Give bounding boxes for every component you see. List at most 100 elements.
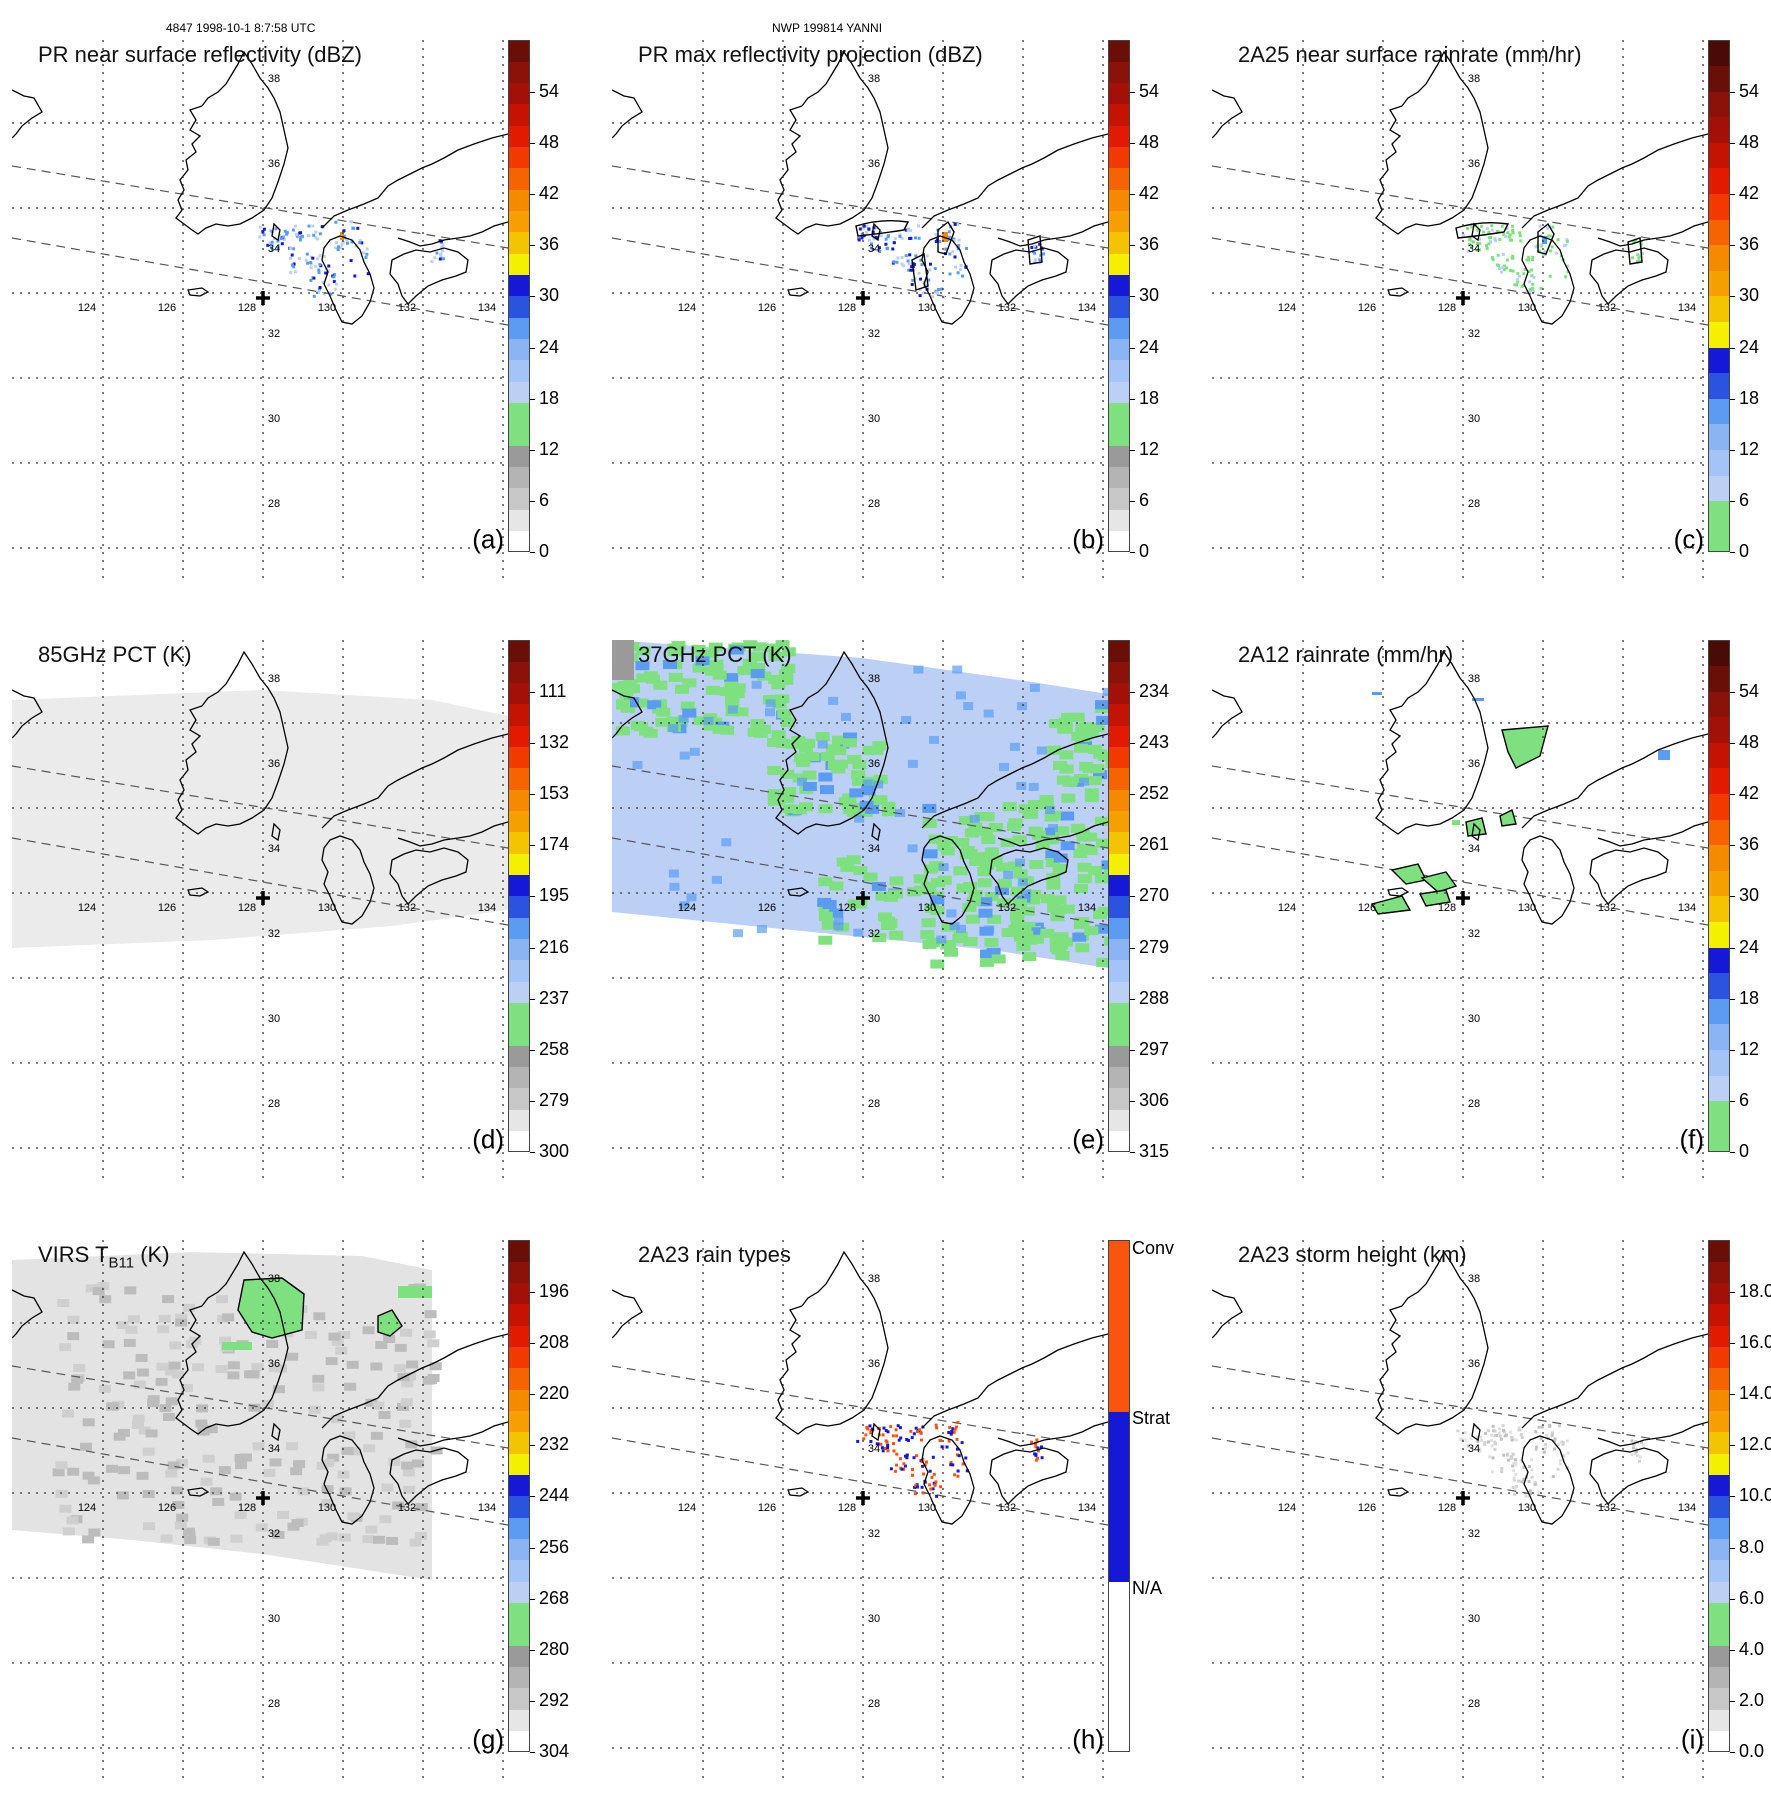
lat-tick-label: 30 bbox=[268, 413, 280, 425]
colorbar-segment bbox=[1108, 853, 1130, 876]
colorbar-segment bbox=[1708, 691, 1730, 718]
colorbar-tick bbox=[1130, 449, 1135, 451]
colorbar-segment bbox=[1708, 244, 1730, 271]
colorbar-segment bbox=[508, 1517, 530, 1540]
map-canvas: 124 126 128 130 132 134 38 36 34 32 30 28 bbox=[612, 640, 1108, 1180]
lat-tick-label: 36 bbox=[1468, 158, 1480, 170]
colorbar-tick bbox=[530, 1649, 535, 1651]
lat-tick-label: 34 bbox=[868, 243, 880, 255]
lat-tick-label: 38 bbox=[1468, 673, 1480, 685]
colorbar-segment bbox=[1708, 142, 1730, 169]
colorbar-segment bbox=[1108, 424, 1130, 446]
colorbar-segment bbox=[508, 810, 530, 833]
storm-center-cross-icon bbox=[856, 291, 870, 305]
colorbar-tick bbox=[1130, 194, 1135, 196]
colorbar-segment bbox=[1708, 716, 1730, 743]
colorbar-segment bbox=[508, 1304, 530, 1326]
colorbar-segment bbox=[508, 640, 530, 662]
colorbar-segment bbox=[1708, 270, 1730, 297]
colorbar-tick bbox=[1730, 1700, 1735, 1702]
lon-tick-label: 130 bbox=[918, 302, 936, 314]
map-panel-h: 124 126 128 130 132 134 38 36 34 32 30 28 2A23 rain … bbox=[612, 1238, 1192, 1806]
colorbar-segment bbox=[508, 746, 530, 769]
colorbar-tick bbox=[1130, 92, 1135, 93]
coastline bbox=[612, 650, 1108, 925]
colorbar-label: 42 bbox=[1139, 183, 1160, 204]
lon-tick-label: 124 bbox=[1278, 902, 1296, 914]
coastline bbox=[1212, 1250, 1708, 1525]
colorbar-label: 270 bbox=[1139, 885, 1170, 906]
colorbar-label: 244 bbox=[539, 1485, 570, 1506]
colorbar-label: 132 bbox=[539, 732, 570, 753]
colorbar-segment bbox=[508, 1088, 530, 1110]
colorbar-tick bbox=[530, 552, 535, 553]
colorbar-segment bbox=[508, 381, 530, 404]
colorbar-label: 24 bbox=[1139, 336, 1160, 357]
lon-tick-label: 128 bbox=[238, 302, 256, 314]
colorbar-segment bbox=[1708, 844, 1730, 871]
map-panel-g: 124 126 128 130 132 134 38 36 34 32 30 28 VIRS TB11 … bbox=[12, 1240, 592, 1806]
colorbar-segment bbox=[508, 1666, 530, 1689]
colorbar-segment bbox=[1708, 665, 1730, 692]
colorbar-segment bbox=[1708, 91, 1730, 118]
lat-tick-label: 30 bbox=[268, 1613, 280, 1625]
colorbar-tick bbox=[1730, 998, 1735, 1000]
colorbar-segment bbox=[1708, 1474, 1730, 1497]
map-panel-a: 124 126 128 130 132 134 38 36 34 32 30 28 PR near su… bbox=[12, 40, 592, 606]
colorbar-segment bbox=[1708, 296, 1730, 323]
lat-tick-label: 34 bbox=[868, 1443, 880, 1455]
colorbar-label: 16.0 bbox=[1739, 1332, 1771, 1353]
colorbar-segment bbox=[1108, 317, 1130, 340]
lat-tick-label: 34 bbox=[868, 843, 880, 855]
colorbar-segment bbox=[1108, 530, 1130, 553]
colorbar-tick bbox=[530, 1394, 535, 1396]
colorbar-segment bbox=[508, 317, 530, 340]
colorbar-segment bbox=[1708, 168, 1730, 195]
colorbar-label: 54 bbox=[1139, 81, 1160, 101]
swath-boundary bbox=[1212, 765, 1708, 926]
map-canvas: 124 126 128 130 132 134 38 36 34 32 30 28 bbox=[12, 40, 508, 580]
colorbar-segment bbox=[1708, 1410, 1730, 1433]
lon-tick-label: 134 bbox=[478, 302, 496, 314]
colorbar-tick bbox=[1730, 1049, 1735, 1051]
colorbar: 0 6 12 18 24 30 36 42 48 54 bbox=[508, 40, 628, 580]
colorbar-segment bbox=[1108, 360, 1130, 382]
colorbar-segment bbox=[508, 1496, 530, 1518]
lat-lon-grid: 124 126 128 130 132 134 38 36 34 32 30 28 bbox=[12, 40, 508, 580]
lon-tick-label: 134 bbox=[1678, 302, 1696, 314]
colorbar-tick bbox=[1730, 296, 1735, 298]
lon-tick-label: 124 bbox=[78, 902, 96, 914]
colorbar-label: 280 bbox=[539, 1638, 570, 1659]
colorbar-segment bbox=[1708, 1282, 1730, 1305]
colorbar-segment bbox=[1708, 1602, 1730, 1625]
colorbar-label: 279 bbox=[539, 1089, 570, 1110]
panel-label: (a) bbox=[472, 524, 504, 554]
lat-tick-label: 38 bbox=[268, 1273, 280, 1285]
rain-echo-pixels bbox=[258, 220, 445, 298]
lat-tick-label: 38 bbox=[1468, 73, 1480, 85]
panel-label: (d) bbox=[472, 1124, 504, 1154]
tmi-swath bbox=[12, 690, 508, 948]
colorbar-tick bbox=[530, 1343, 535, 1345]
lat-lon-grid: 124 126 128 130 132 134 38 36 34 32 30 28 bbox=[1212, 1240, 1708, 1780]
lat-tick-label: 36 bbox=[1468, 758, 1480, 770]
lat-tick-label: 34 bbox=[268, 1443, 280, 1455]
lat-tick-label: 30 bbox=[1468, 1013, 1480, 1025]
panel-label: (f) bbox=[1679, 1124, 1704, 1154]
lon-tick-label: 134 bbox=[1078, 1502, 1096, 1514]
colorbar-segment bbox=[508, 896, 530, 918]
colorbar-segment bbox=[1708, 921, 1730, 948]
colorbar-segment bbox=[1108, 509, 1130, 532]
rain-area bbox=[1370, 692, 1670, 915]
colorbar-segment bbox=[508, 1602, 530, 1625]
lon-tick-label: 134 bbox=[478, 1502, 496, 1514]
colorbar: 0.0 2.0 4.0 6.0 8.0 10.0 12.0 14.0 16.0 18.0 bbox=[1708, 1240, 1771, 1780]
colorbar-segment bbox=[1108, 874, 1130, 897]
colorbar-segment bbox=[508, 1453, 530, 1476]
colorbar-segment bbox=[1708, 1049, 1730, 1076]
colorbar-segment bbox=[508, 296, 530, 318]
colorbar-tick bbox=[1730, 245, 1735, 247]
colorbar-label: 279 bbox=[1139, 936, 1170, 957]
lon-tick-label: 130 bbox=[1518, 302, 1536, 314]
colorbar-segment bbox=[508, 832, 530, 854]
